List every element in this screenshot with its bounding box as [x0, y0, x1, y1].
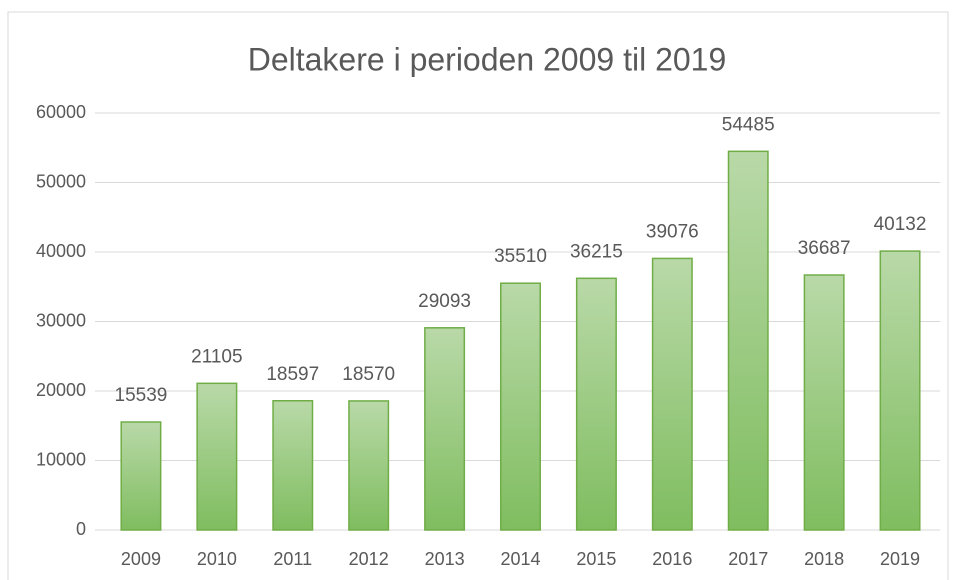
x-tick-label: 2017 — [728, 549, 768, 569]
data-label: 21105 — [191, 346, 242, 367]
bar — [120, 421, 162, 531]
bar — [424, 327, 466, 531]
data-label: 36687 — [798, 238, 851, 259]
bar — [651, 257, 693, 531]
y-tick-label: 20000 — [36, 380, 86, 400]
data-label: 39076 — [646, 221, 699, 242]
bar — [727, 150, 769, 531]
x-tick-label: 2014 — [500, 549, 540, 569]
data-label: 29093 — [418, 291, 471, 312]
bar — [272, 400, 314, 531]
x-tick-label: 2018 — [804, 549, 844, 569]
x-tick-label: 2011 — [273, 549, 312, 569]
bar — [500, 282, 541, 531]
chart-title: Deltakere i perioden 2009 til 2019 — [248, 41, 727, 77]
y-tick-label: 60000 — [36, 102, 86, 122]
bar — [575, 277, 617, 531]
data-label: 35510 — [494, 246, 547, 267]
x-tick-label: 2012 — [349, 549, 389, 569]
y-tick-label: 0 — [76, 519, 86, 539]
data-label: 40132 — [874, 214, 927, 235]
bar — [348, 400, 390, 531]
y-tick-label: 30000 — [36, 310, 86, 330]
x-tick-label: 2015 — [576, 549, 616, 569]
y-tick-label: 50000 — [36, 171, 86, 191]
bar — [803, 274, 845, 531]
data-label: 18570 — [342, 364, 395, 385]
data-label: 15539 — [115, 385, 168, 406]
data-label: 54485 — [722, 114, 775, 135]
bar — [879, 250, 921, 531]
x-tick-label: 2019 — [880, 549, 920, 569]
x-tick-label: 2016 — [652, 549, 692, 569]
data-label: 18597 — [266, 364, 319, 385]
y-tick-label: 40000 — [36, 241, 86, 261]
x-tick-label: 2009 — [121, 549, 161, 569]
x-tick-label: 2013 — [425, 549, 465, 569]
y-tick-label: 10000 — [36, 449, 86, 469]
data-label: 36215 — [570, 241, 623, 262]
chart-frame — [7, 11, 949, 580]
x-tick-label: 2010 — [197, 549, 237, 569]
bar — [196, 382, 238, 531]
